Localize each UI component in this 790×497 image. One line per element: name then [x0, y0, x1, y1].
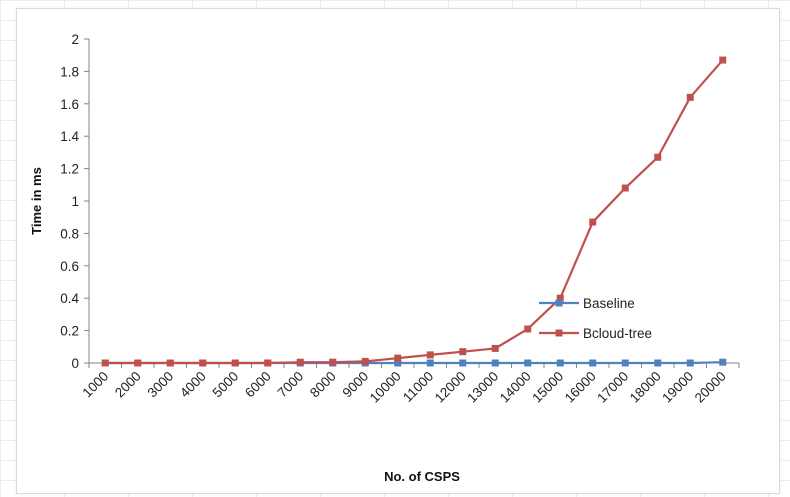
x-tick-label: 17000 [594, 369, 631, 406]
legend-swatch-marker [555, 329, 563, 337]
x-tick-label: 19000 [659, 369, 696, 406]
x-tick-label: 20000 [692, 369, 729, 406]
x-tick-label: 8000 [307, 369, 339, 401]
x-tick-label: 12000 [432, 369, 469, 406]
data-point-bcloud-tree [459, 348, 467, 356]
data-point-baseline [589, 359, 597, 367]
data-point-baseline [719, 358, 727, 366]
y-tick-label: 2 [71, 32, 79, 47]
series-layer [101, 56, 727, 367]
x-tick-labels: 1000 2000 3000 4000 5000 6000 7000 8000 90001000… [80, 363, 740, 406]
y-tick-label: 1.6 [60, 97, 79, 112]
x-tick-label: 5000 [210, 369, 242, 401]
data-point-baseline [621, 359, 629, 367]
x-tick-label: 16000 [562, 369, 599, 406]
data-point-baseline [524, 359, 532, 367]
x-tick-label: 10000 [367, 369, 404, 406]
data-point-bcloud-tree [329, 358, 337, 366]
series-line-bcloud-tree [105, 59, 724, 365]
x-tick-label: 6000 [242, 369, 274, 401]
data-point-bcloud-tree [361, 357, 369, 365]
y-tick-labels: 0 0.2 0.4 0.6 0.8 1 1.2 1.4 1.6 1.8 2 [60, 32, 89, 371]
data-point-bcloud-tree [101, 359, 109, 367]
data-point-bcloud-tree [556, 294, 564, 302]
chart-area[interactable]: 0 0.2 0.4 0.6 0.8 1 1.2 1.4 1.6 1.8 2 1000 2000 3000… [16, 8, 780, 494]
data-point-bcloud-tree [296, 358, 304, 366]
x-tick-label: 18000 [627, 369, 664, 406]
y-tick-label: 0.6 [60, 259, 79, 274]
x-tick-label: 4000 [177, 369, 209, 401]
data-point-bcloud-tree [491, 344, 499, 352]
y-tick-label: 1.4 [60, 129, 79, 144]
x-tick-label: 14000 [497, 369, 534, 406]
data-point-bcloud-tree [524, 325, 532, 333]
data-point-baseline [394, 359, 402, 367]
y-tick-label: 1 [71, 194, 79, 209]
legend-item-bcloud-tree[interactable]: Bcloud-tree [539, 326, 652, 341]
data-point-baseline [491, 359, 499, 367]
data-point-baseline [556, 359, 564, 367]
x-tick-label: 3000 [145, 369, 177, 401]
x-tick-label: 11000 [400, 369, 436, 405]
y-tick-label: 0.8 [60, 226, 79, 241]
data-point-bcloud-tree [654, 153, 662, 161]
data-point-bcloud-tree [264, 359, 272, 367]
data-point-bcloud-tree [231, 359, 239, 367]
y-tick-label: 0.2 [60, 324, 79, 339]
data-point-baseline [426, 359, 434, 367]
data-point-bcloud-tree [686, 93, 694, 101]
data-point-bcloud-tree [134, 359, 142, 367]
legend-item-baseline[interactable]: Baseline [539, 296, 635, 311]
data-point-bcloud-tree [589, 218, 597, 226]
data-point-bcloud-tree [394, 354, 402, 362]
data-point-bcloud-tree [719, 56, 727, 64]
y-tick-label: 1.8 [60, 64, 79, 79]
data-point-bcloud-tree [166, 359, 174, 367]
data-point-baseline [686, 359, 694, 367]
data-point-bcloud-tree [199, 359, 207, 367]
legend-label: Bcloud-tree [583, 326, 652, 341]
legend-swatch-marker [555, 299, 563, 307]
x-axis-title: No. of CSPS [384, 469, 460, 484]
y-tick-label: 0 [71, 356, 79, 371]
legend-label: Baseline [583, 296, 635, 311]
y-axis-title: Time in ms [29, 167, 44, 235]
data-point-bcloud-tree [426, 351, 434, 359]
legend[interactable]: Baseline Bcloud-tree [539, 296, 652, 341]
line-chart: 0 0.2 0.4 0.6 0.8 1 1.2 1.4 1.6 1.8 2 1000 2000 3000… [29, 32, 740, 484]
data-point-baseline [654, 359, 662, 367]
series-bcloud-tree [101, 56, 727, 367]
x-tick-label: 15000 [529, 369, 566, 406]
x-tick-label: 7000 [275, 369, 307, 401]
x-tick-label: 1000 [80, 369, 112, 401]
data-point-bcloud-tree [621, 184, 629, 192]
data-point-baseline [459, 359, 467, 367]
x-tick-label: 2000 [112, 369, 144, 401]
y-tick-label: 0.4 [60, 291, 79, 306]
x-tick-label: 13000 [464, 369, 501, 406]
y-tick-label: 1.2 [60, 162, 79, 177]
